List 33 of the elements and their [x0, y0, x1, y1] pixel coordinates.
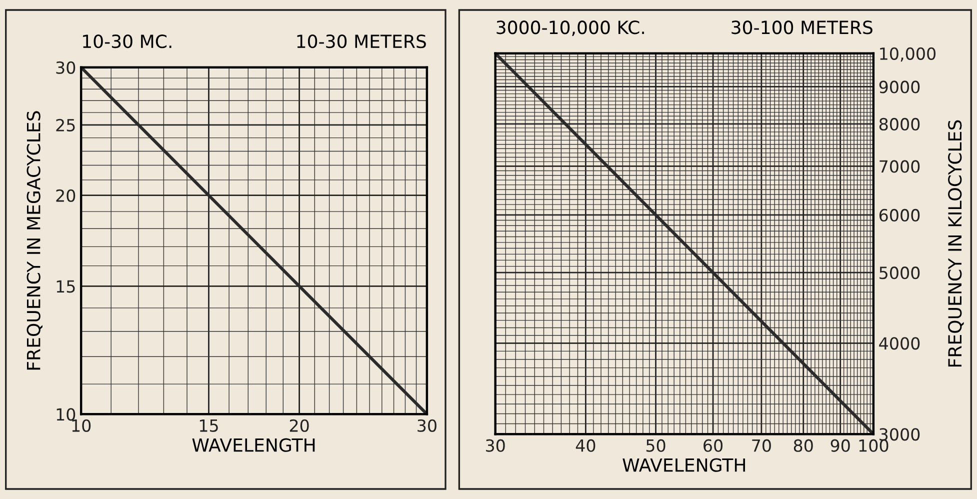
chart-subtitle: 10-30 METERS: [297, 34, 426, 48]
y-axis-title: FREQUENCY IN KILOCYCLES: [948, 120, 964, 366]
x-tick-label: 30: [486, 439, 505, 452]
y-tick-label: 9000: [879, 80, 920, 94]
chart-title: 10-30 MC.: [83, 34, 172, 48]
x-axis-title: WAVELENGTH: [192, 438, 315, 452]
chart-title: 3000-10,000 KC.: [496, 20, 644, 36]
y-tick-label: 5000: [880, 266, 920, 280]
y-tick-label: 30: [56, 61, 76, 74]
y-axis-title: FREQUENCY IN MEGACYCLES: [26, 111, 42, 370]
y-tick-label: 15: [56, 280, 75, 293]
x-tick-label: 80: [794, 439, 813, 452]
chart-subtitle: 30-100 METERS: [732, 20, 872, 34]
y-tick-label: 4000: [879, 337, 920, 350]
y-tick-label: 8000: [879, 118, 920, 131]
y-tick-label: 10: [56, 408, 76, 421]
x-tick-label: 40: [576, 439, 596, 452]
y-tick-label: 6000: [879, 208, 920, 222]
x-tick-label: 60: [704, 439, 723, 452]
x-tick-label: 50: [646, 439, 666, 452]
x-tick-label: 70: [752, 439, 771, 452]
y-tick-label: 3000: [880, 428, 920, 441]
x-axis-title: WAVELENGTH: [622, 458, 745, 472]
x-tick-label: 10: [72, 419, 91, 432]
y-tick-label: 10,000: [880, 47, 936, 62]
x-tick-label: 90: [830, 439, 850, 452]
y-tick-label: 20: [56, 189, 76, 202]
y-tick-label: 25: [56, 118, 75, 132]
x-tick-label: 20: [290, 419, 309, 432]
x-tick-label: 30: [418, 419, 436, 432]
x-tick-label: 100: [859, 439, 888, 452]
x-tick-label: 15: [200, 420, 218, 432]
y-tick-label: 7000: [880, 160, 920, 173]
